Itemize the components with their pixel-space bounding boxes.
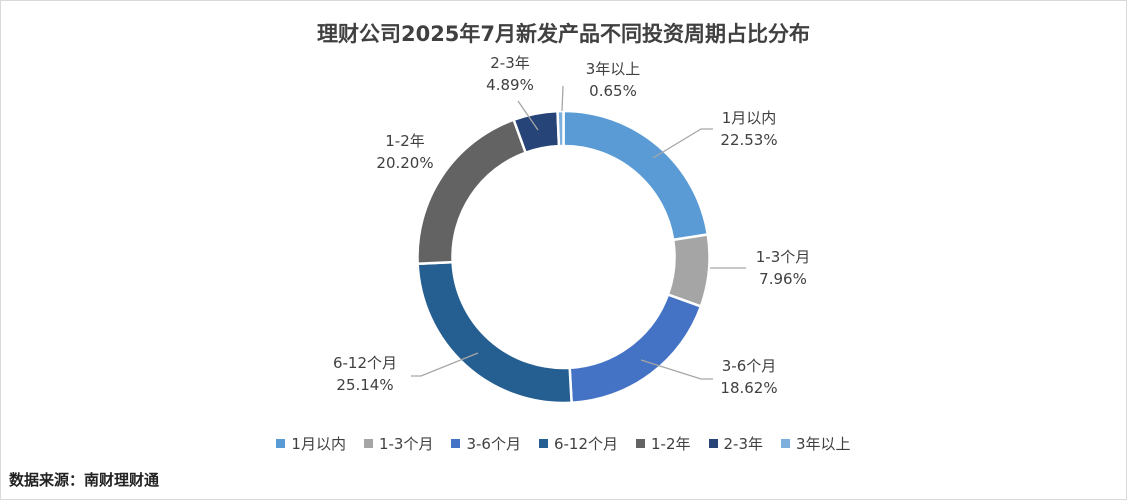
data-label-3: 6-12个月 25.14%: [333, 352, 397, 396]
data-label-value: 7.96%: [759, 270, 807, 288]
data-label-value: 22.53%: [720, 131, 778, 149]
legend-item-4: 1-2年: [636, 433, 691, 454]
legend-label: 2-3年: [723, 435, 764, 453]
donut-slice-6: [556, 109, 565, 148]
data-label-value: 25.14%: [336, 376, 394, 394]
data-label-1: 1-3个月 7.96%: [756, 246, 811, 290]
data-label-value: 0.65%: [589, 82, 637, 100]
legend-item-6: 3年以上: [781, 433, 851, 454]
legend-swatch: [781, 439, 791, 448]
leader-line-2: [640, 359, 713, 380]
data-label-0: 1月以内 22.53%: [720, 107, 777, 151]
legend: 1月以内 1-3个月 3-6个月 6-12个月 1-2年 2-3年 3年以上: [1, 433, 1126, 454]
data-label-category: 3-6个月: [721, 357, 777, 375]
legend-swatch: [538, 439, 548, 448]
legend-label: 1-3个月: [378, 435, 434, 453]
legend-item-2: 3-6个月: [451, 433, 521, 454]
donut-slice-4: [416, 118, 528, 266]
leader-line-5: [517, 100, 539, 131]
data-label-category: 6-12个月: [332, 354, 398, 372]
data-label-category: 1-2年: [385, 132, 425, 150]
data-label-2: 3-6个月 18.62%: [720, 355, 777, 399]
leader-line-3: [411, 352, 479, 377]
donut-slice-2: [568, 292, 703, 405]
legend-item-3: 6-12个月: [538, 433, 619, 454]
data-label-5: 2-3年 4.89%: [486, 52, 534, 96]
leader-line-6: [561, 85, 564, 112]
data-label-value: 4.89%: [486, 76, 534, 94]
source-note: 数据来源：南财理财通: [9, 471, 160, 489]
chart-title: 理财公司2025年7月新发产品不同投资周期占比分布: [316, 22, 811, 46]
data-label-value: 18.62%: [720, 379, 778, 397]
data-label-6: 3年以上 0.65%: [586, 58, 641, 102]
legend-label: 1-2年: [651, 435, 691, 453]
data-label-4: 1-2年 20.20%: [376, 130, 433, 174]
data-label-category: 3年以上: [585, 60, 641, 78]
legend-label: 6-12个月: [553, 435, 619, 453]
donut-slice-0: [562, 109, 710, 242]
legend-swatch: [708, 439, 718, 448]
data-label-category: 1-3个月: [755, 248, 811, 266]
legend-swatch: [636, 439, 646, 448]
legend-item-1: 1-3个月: [363, 433, 434, 454]
legend-label: 3年以上: [796, 435, 851, 453]
legend-item-5: 2-3年: [708, 433, 764, 454]
data-label-value: 20.20%: [376, 154, 434, 172]
legend-swatch: [451, 439, 461, 448]
data-label-category: 2-3年: [490, 54, 530, 72]
legend-label: 1月以内: [291, 435, 346, 453]
data-label-category: 1月以内: [721, 109, 777, 127]
leader-line-0: [652, 128, 713, 159]
legend-swatch: [363, 439, 373, 448]
legend-item-0: 1月以内: [276, 433, 346, 454]
legend-swatch: [276, 439, 286, 448]
legend-label: 3-6个月: [466, 435, 521, 453]
donut-slice-3: [416, 260, 573, 405]
